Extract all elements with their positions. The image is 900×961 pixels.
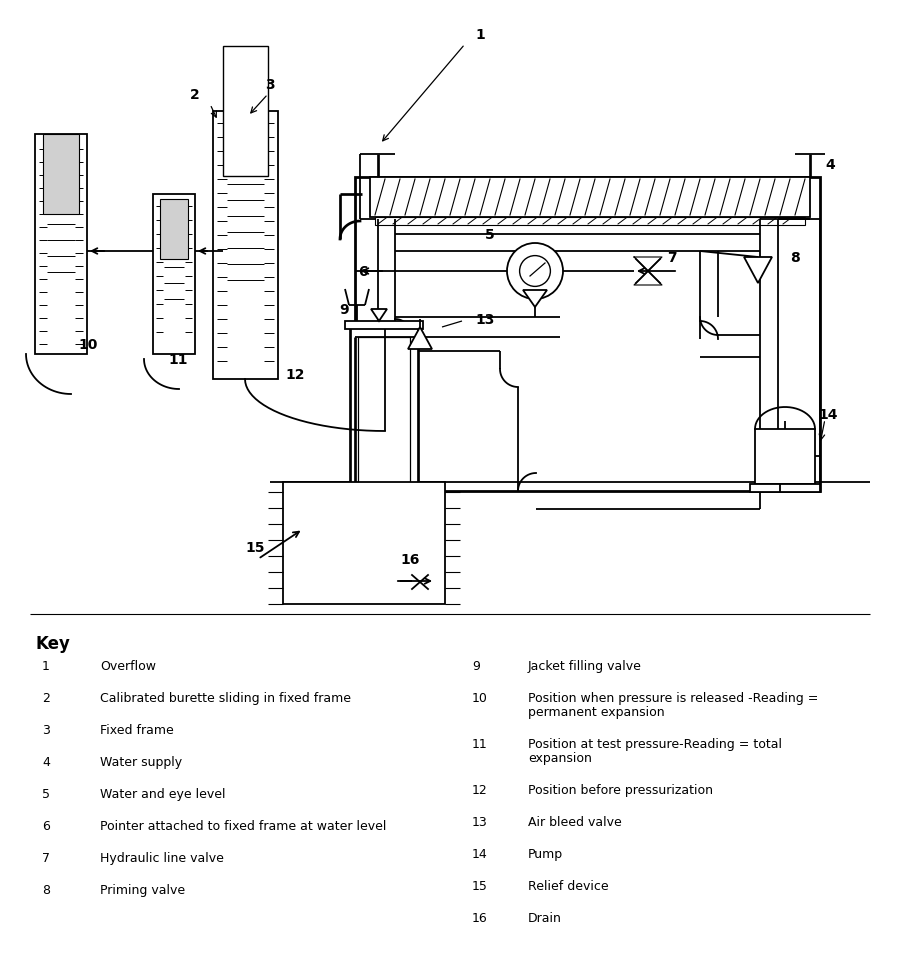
Text: 4: 4 bbox=[42, 755, 50, 768]
Text: 8: 8 bbox=[790, 251, 800, 264]
Text: Water and eye level: Water and eye level bbox=[100, 787, 226, 801]
Circle shape bbox=[507, 244, 563, 300]
Bar bbox=[750, 484, 820, 492]
Polygon shape bbox=[408, 328, 432, 350]
Text: Air bleed valve: Air bleed valve bbox=[528, 815, 622, 828]
Text: Jacket filling valve: Jacket filling valve bbox=[528, 659, 642, 673]
Text: 7: 7 bbox=[42, 851, 50, 864]
Text: 13: 13 bbox=[472, 815, 488, 828]
Text: Priming valve: Priming valve bbox=[100, 883, 185, 896]
Text: 5: 5 bbox=[42, 787, 50, 801]
Text: 15: 15 bbox=[472, 879, 488, 892]
Bar bbox=[358, 337, 410, 589]
Text: permanent expansion: permanent expansion bbox=[528, 705, 664, 718]
Text: 12: 12 bbox=[472, 783, 488, 796]
Bar bbox=[355, 178, 820, 491]
Text: 14: 14 bbox=[818, 407, 838, 422]
Text: Water supply: Water supply bbox=[100, 755, 182, 768]
Text: 3: 3 bbox=[266, 78, 274, 92]
Text: Drain: Drain bbox=[528, 911, 562, 924]
Polygon shape bbox=[634, 258, 662, 285]
Bar bbox=[283, 482, 445, 604]
Bar bbox=[370, 178, 810, 218]
Text: 11: 11 bbox=[472, 737, 488, 751]
Text: 3: 3 bbox=[42, 724, 50, 736]
Bar bbox=[755, 430, 815, 484]
Text: Key: Key bbox=[35, 634, 70, 653]
Bar bbox=[375, 218, 805, 226]
Text: Relief device: Relief device bbox=[528, 879, 608, 892]
Text: 16: 16 bbox=[472, 911, 488, 924]
Text: 1: 1 bbox=[475, 28, 485, 42]
Text: 16: 16 bbox=[400, 553, 419, 566]
Polygon shape bbox=[523, 290, 547, 308]
Bar bbox=[350, 328, 418, 600]
Text: 2: 2 bbox=[190, 87, 200, 102]
Text: 9: 9 bbox=[339, 303, 349, 317]
Text: 11: 11 bbox=[168, 353, 188, 366]
Text: Hydraulic line valve: Hydraulic line valve bbox=[100, 851, 224, 864]
Text: Overflow: Overflow bbox=[100, 659, 156, 673]
Bar bbox=[153, 195, 195, 355]
Text: Fixed frame: Fixed frame bbox=[100, 724, 174, 736]
Bar bbox=[213, 111, 278, 380]
Text: 7: 7 bbox=[667, 251, 677, 264]
Text: 8: 8 bbox=[42, 883, 50, 896]
Polygon shape bbox=[744, 258, 772, 283]
Text: 9: 9 bbox=[472, 659, 480, 673]
Text: Calibrated burette sliding in fixed frame: Calibrated burette sliding in fixed fram… bbox=[100, 691, 351, 704]
Text: 10: 10 bbox=[78, 337, 98, 352]
Text: 1: 1 bbox=[42, 659, 50, 673]
Text: 10: 10 bbox=[472, 691, 488, 704]
Text: Position before pressurization: Position before pressurization bbox=[528, 783, 713, 796]
Bar bbox=[345, 322, 423, 330]
Circle shape bbox=[519, 257, 551, 287]
Text: Pointer attached to fixed frame at water level: Pointer attached to fixed frame at water… bbox=[100, 819, 386, 832]
Text: 15: 15 bbox=[246, 540, 265, 554]
Polygon shape bbox=[371, 309, 387, 322]
Bar bbox=[43, 135, 79, 214]
Bar bbox=[223, 47, 268, 177]
Text: 14: 14 bbox=[472, 847, 488, 860]
Text: expansion: expansion bbox=[528, 752, 592, 764]
Text: 6: 6 bbox=[42, 819, 50, 832]
Text: 12: 12 bbox=[285, 368, 305, 382]
Bar bbox=[160, 200, 188, 259]
Bar bbox=[35, 135, 87, 355]
Text: 2: 2 bbox=[42, 691, 50, 704]
Text: 13: 13 bbox=[475, 312, 495, 327]
Text: 6: 6 bbox=[358, 264, 368, 279]
Text: 4: 4 bbox=[825, 158, 835, 172]
Text: Position at test pressure-Reading = total: Position at test pressure-Reading = tota… bbox=[528, 737, 782, 751]
Text: Position when pressure is released -Reading =: Position when pressure is released -Read… bbox=[528, 691, 818, 704]
Text: 5: 5 bbox=[485, 228, 495, 242]
Text: Pump: Pump bbox=[528, 847, 563, 860]
